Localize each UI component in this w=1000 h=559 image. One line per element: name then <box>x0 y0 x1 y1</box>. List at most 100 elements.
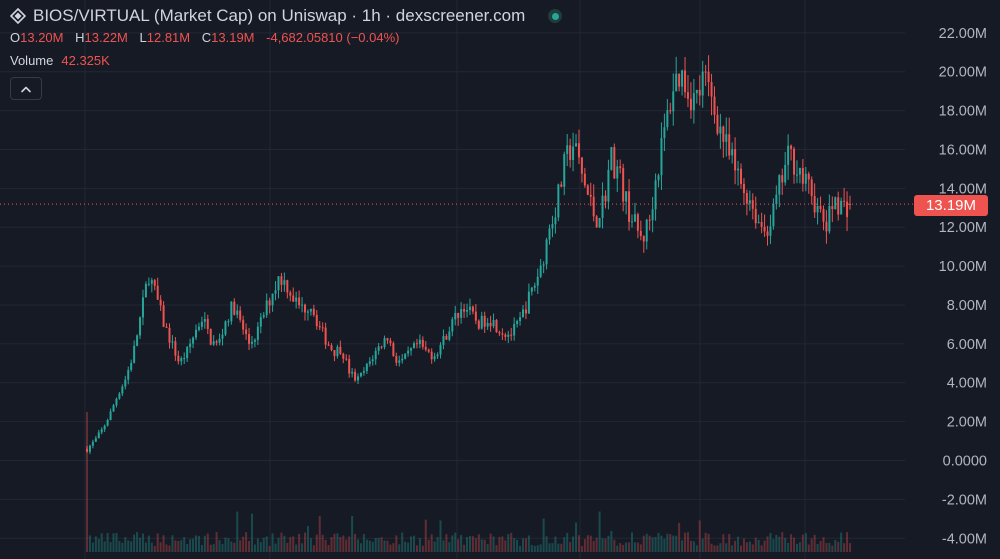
volume-bar <box>239 540 242 552</box>
volume-bar <box>586 535 589 552</box>
candle-body-up <box>203 318 206 322</box>
volume-bar <box>654 536 657 552</box>
volume-bar <box>651 537 654 552</box>
candle-body-down <box>471 306 474 312</box>
volume-bar <box>754 537 757 552</box>
volume-bar <box>141 533 144 552</box>
volume-bar <box>88 535 91 552</box>
candle-body-up <box>840 200 843 215</box>
volume-bar <box>445 534 448 552</box>
volume-bar <box>439 520 442 552</box>
volume-bar <box>474 538 477 552</box>
volume-bar <box>619 543 622 552</box>
candle-body-down <box>801 167 804 184</box>
volume-bar <box>684 532 687 552</box>
open-label: O <box>10 30 21 45</box>
candle-body-up <box>769 226 772 236</box>
candle-body-up <box>536 276 539 286</box>
volume-bar <box>607 535 610 552</box>
candle-body-up <box>539 265 542 277</box>
volume-bar <box>846 532 849 552</box>
candle-body-up <box>672 91 675 112</box>
volume-bar <box>810 538 813 552</box>
change-value: -4,682.05810 (−0.04%) <box>266 30 400 45</box>
volume-bar <box>354 533 357 552</box>
volume-bar <box>631 532 633 552</box>
candle-body-up <box>651 209 654 221</box>
candle-body-up <box>377 346 380 351</box>
volume-bar <box>133 534 136 552</box>
collapse-legend-button[interactable] <box>10 77 42 100</box>
volume-bar <box>530 544 533 552</box>
volume-bar <box>171 535 174 552</box>
candle-body-up <box>631 221 633 223</box>
candle-body-up <box>633 214 636 222</box>
volume-bar <box>256 538 259 552</box>
volume-bar <box>312 545 315 552</box>
volume-bar <box>728 534 731 552</box>
volume-bar <box>642 535 645 552</box>
candle-body-up <box>695 89 698 94</box>
volume-bar <box>477 534 480 552</box>
volume-bar <box>324 539 327 552</box>
candle-body-up <box>189 343 192 348</box>
volume-bar <box>725 543 728 552</box>
candle-body-up <box>572 146 575 160</box>
volume-bar <box>109 542 112 552</box>
volume-bar <box>466 537 469 552</box>
candle-body-up <box>221 334 224 339</box>
volume-bar <box>660 535 663 552</box>
candle-body-down <box>580 157 583 174</box>
volume-bar <box>601 538 604 552</box>
volume-bar <box>365 539 368 552</box>
volume-bar <box>636 542 639 552</box>
candle-body-down <box>333 350 336 357</box>
candle-body-down <box>354 371 357 381</box>
candle-body-up <box>309 308 312 312</box>
volume-bar <box>692 541 695 552</box>
candle-body-up <box>454 313 457 320</box>
volume-bar <box>457 539 460 552</box>
volume-bar <box>351 515 354 552</box>
volume-bar <box>147 535 150 552</box>
volume-bar <box>707 533 710 552</box>
candle-body-up <box>601 195 604 219</box>
candle-body-up <box>737 168 740 171</box>
y-axis[interactable]: 22.00M 20.00M 18.00M 16.00M 14.00M 12.00M 10.0… <box>939 26 987 547</box>
candle-body-up <box>775 194 778 205</box>
volume-bar <box>380 537 383 552</box>
candle-body-up <box>757 222 760 224</box>
volume-bar <box>333 533 336 552</box>
volume-bar <box>139 537 142 552</box>
candle-body-down <box>289 292 292 296</box>
volume-bars <box>86 412 851 552</box>
candle-body-down <box>501 333 504 335</box>
candle-body-down <box>577 143 580 158</box>
candle-body-up <box>407 350 410 354</box>
volume-bar <box>769 532 772 552</box>
candle-body-up <box>186 347 189 359</box>
candle-body-down <box>268 300 271 306</box>
volume-bar <box>669 534 672 552</box>
candle-body-up <box>522 309 524 318</box>
candle-body-up <box>545 239 548 265</box>
candle-body-down <box>168 327 171 343</box>
candle-body-up <box>616 166 619 179</box>
candle-body-down <box>837 197 840 215</box>
volume-bar <box>295 544 298 552</box>
candle-body-up <box>610 147 613 170</box>
candle-body-down <box>339 346 342 354</box>
candle-body-down <box>678 73 681 87</box>
volume-bar <box>527 535 530 552</box>
candle-body-up <box>533 285 536 288</box>
volume-bar <box>227 538 230 552</box>
candle-body-up <box>94 438 97 442</box>
candle-body-down <box>206 318 209 329</box>
volume-bar <box>628 542 631 552</box>
live-dot-icon <box>548 9 563 23</box>
volume-bar <box>407 542 410 552</box>
candle-body-down <box>622 168 625 202</box>
volume-bar <box>577 535 580 552</box>
